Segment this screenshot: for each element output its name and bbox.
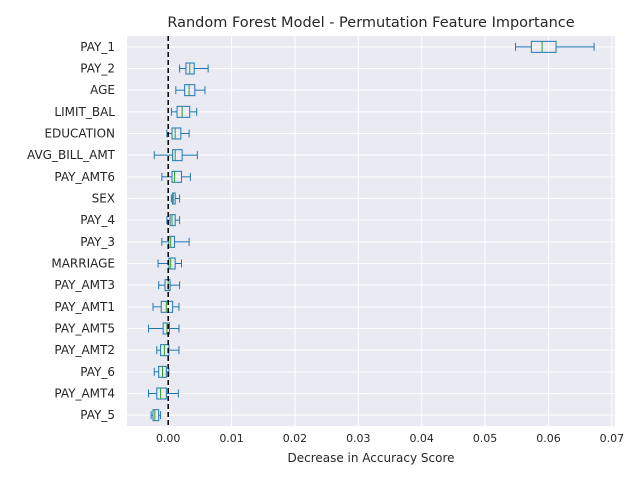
iqr-box bbox=[160, 300, 174, 313]
iqr-box bbox=[156, 387, 167, 400]
box-pay-2 bbox=[179, 62, 209, 75]
x-tick-label: 0.05 bbox=[473, 432, 498, 445]
feature-label: PAY_AMT1 bbox=[54, 300, 115, 314]
x-tick-label: 0.07 bbox=[600, 432, 625, 445]
box-pay-amt2 bbox=[156, 344, 180, 357]
feature-label: PAY_3 bbox=[80, 235, 115, 249]
iqr-box bbox=[171, 127, 182, 140]
box-marriage bbox=[157, 257, 183, 270]
iqr-box bbox=[172, 149, 183, 162]
box-avg-bill-amt bbox=[153, 149, 198, 162]
feature-label: PAY_AMT3 bbox=[54, 278, 115, 292]
box-age bbox=[175, 84, 206, 97]
x-axis-ticks: 0.00 0.01 0.02 0.03 0.04 0.05 0.06 0.07 bbox=[156, 432, 624, 445]
box-sex bbox=[170, 192, 181, 205]
box-pay-amt1 bbox=[152, 300, 180, 313]
feature-labels: PAY_1 PAY_2 AGE LIMIT_BAL EDUCATION AVG_BILL_… bbox=[27, 40, 116, 422]
iqr-box bbox=[176, 105, 191, 118]
x-tick-label: 0.02 bbox=[283, 432, 308, 445]
iqr-box bbox=[168, 235, 176, 248]
feature-label: MARRIAGE bbox=[51, 257, 115, 271]
x-tick-label: 0.04 bbox=[409, 432, 434, 445]
feature-label: PAY_4 bbox=[80, 213, 115, 227]
feature-label: PAY_5 bbox=[80, 408, 115, 422]
box-pay-6 bbox=[153, 365, 170, 378]
feature-label: SEX bbox=[92, 192, 115, 206]
feature-label: PAY_1 bbox=[80, 40, 115, 54]
box-pay-3 bbox=[161, 235, 190, 248]
box-pay-amt3 bbox=[158, 279, 181, 292]
feature-label: LIMIT_BAL bbox=[54, 105, 115, 119]
feature-label: PAY_AMT5 bbox=[54, 322, 115, 336]
box-pay-amt4 bbox=[148, 387, 179, 400]
x-tick-label: 0.06 bbox=[536, 432, 561, 445]
iqr-box bbox=[184, 84, 196, 97]
iqr-box bbox=[169, 214, 176, 227]
feature-label: AGE bbox=[90, 83, 115, 97]
box-education bbox=[166, 127, 190, 140]
feature-label: AVG_BILL_AMT bbox=[27, 148, 116, 162]
x-tick-label: 0.03 bbox=[346, 432, 371, 445]
grid bbox=[127, 36, 615, 426]
iqr-box bbox=[171, 170, 183, 183]
box-pay-amt6 bbox=[161, 170, 191, 183]
x-tick-label: 0.00 bbox=[156, 432, 181, 445]
box-series bbox=[148, 40, 595, 422]
feature-label: PAY_AMT6 bbox=[54, 170, 115, 184]
box-limit-bal bbox=[170, 105, 198, 118]
iqr-box bbox=[530, 40, 557, 53]
feature-label: PAY_6 bbox=[80, 365, 115, 379]
box-pay-amt5 bbox=[148, 322, 180, 335]
feature-label: PAY_AMT2 bbox=[54, 343, 115, 357]
feature-label: PAY_2 bbox=[80, 62, 115, 76]
feature-label: PAY_AMT4 bbox=[54, 387, 115, 401]
chart-title: Random Forest Model - Permutation Featur… bbox=[167, 15, 574, 31]
iqr-box bbox=[152, 409, 160, 422]
feature-label: EDUCATION bbox=[44, 127, 115, 141]
x-axis-label: Decrease in Accuracy Score bbox=[287, 451, 454, 465]
x-tick-label: 0.01 bbox=[219, 432, 244, 445]
box-pay-5 bbox=[150, 409, 162, 422]
iqr-box bbox=[162, 322, 170, 335]
plot-area bbox=[127, 36, 615, 426]
iqr-box bbox=[172, 192, 176, 205]
box-pay-1 bbox=[514, 40, 595, 53]
